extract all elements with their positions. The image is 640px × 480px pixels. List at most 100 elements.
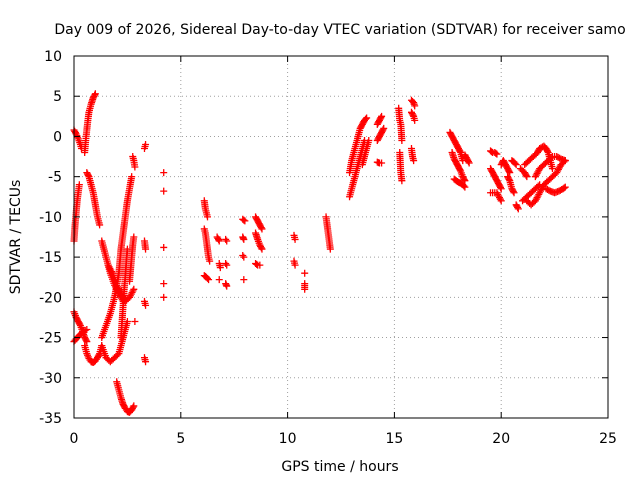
data-point	[240, 235, 248, 243]
data-point	[523, 173, 531, 181]
data-point	[460, 182, 468, 190]
x-tick-label: 25	[599, 431, 617, 447]
data-point	[510, 189, 518, 197]
data-point	[505, 167, 513, 175]
data-point	[460, 175, 468, 183]
data-point	[83, 350, 91, 358]
y-axis-label: SDTVAR / TECUs	[8, 180, 24, 295]
data-point	[301, 269, 309, 277]
y-tick-label: -5	[48, 170, 62, 186]
data-point	[461, 177, 469, 185]
data-point	[206, 257, 214, 265]
y-tick-label: -20	[39, 290, 62, 306]
data-point	[130, 233, 138, 241]
data-point	[492, 149, 500, 157]
data-point	[241, 217, 249, 225]
data-point	[506, 169, 514, 177]
data-point	[91, 90, 99, 98]
data-point	[505, 175, 513, 183]
data-point	[509, 187, 517, 195]
data-point	[84, 171, 92, 179]
data-point	[258, 245, 266, 253]
data-point	[365, 136, 373, 144]
data-point	[488, 148, 496, 156]
data-point	[223, 237, 231, 245]
data-point	[160, 293, 168, 301]
data-point	[142, 301, 150, 309]
data-point	[240, 276, 248, 284]
data-point	[130, 285, 138, 293]
data-point	[91, 91, 99, 99]
data-point	[240, 253, 248, 261]
data-point	[129, 287, 137, 295]
data-point	[291, 235, 299, 243]
data-point	[497, 197, 505, 205]
data-point	[130, 402, 138, 410]
data-point	[377, 114, 385, 122]
data-point	[411, 116, 419, 124]
x-tick-label: 15	[385, 431, 403, 447]
grid-lines	[74, 56, 608, 418]
data-point	[257, 224, 265, 232]
data-point	[496, 183, 504, 191]
data-point	[326, 245, 334, 253]
data-point	[80, 327, 88, 335]
data-point	[96, 221, 104, 229]
data-point	[74, 133, 82, 141]
data-point	[409, 111, 417, 119]
data-point	[398, 136, 406, 144]
data-point	[256, 261, 264, 269]
data-point	[514, 204, 522, 212]
data-point	[142, 140, 150, 148]
data-point	[204, 213, 211, 221]
data-point	[362, 115, 370, 123]
data-point	[215, 236, 223, 244]
data-point	[410, 157, 418, 165]
data-point	[76, 320, 84, 328]
x-axis-label: GPS time / hours	[281, 459, 398, 475]
data-point	[465, 159, 473, 167]
data-point	[512, 161, 520, 169]
data-point	[497, 185, 505, 193]
data-point	[291, 261, 299, 269]
data-point	[239, 252, 247, 260]
data-point	[511, 159, 519, 167]
chart-title: Day 009 of 2026, Sidereal Day-to-day VTE…	[54, 22, 625, 38]
data-point	[205, 276, 213, 284]
data-point	[257, 244, 265, 252]
data-point	[378, 159, 386, 167]
data-point	[380, 124, 388, 132]
y-tick-label: -30	[39, 371, 62, 387]
y-tick-label: -15	[39, 250, 62, 266]
data-point	[75, 181, 83, 189]
x-tick-label: 20	[492, 431, 510, 447]
data-point	[83, 338, 91, 346]
plot-frame	[73, 55, 609, 419]
data-point	[83, 326, 91, 334]
y-tick-label: -10	[39, 210, 62, 226]
y-tick-label: -35	[39, 411, 62, 427]
data-point	[548, 165, 556, 173]
data-point	[253, 260, 261, 268]
data-point	[363, 114, 371, 122]
data-point	[464, 158, 472, 166]
data-point	[561, 157, 569, 165]
data-point	[398, 177, 406, 185]
y-tick-label: 0	[53, 129, 62, 145]
data-point	[547, 154, 555, 162]
data-point	[543, 147, 551, 155]
data-point	[456, 166, 464, 174]
data-point	[95, 351, 103, 359]
y-tick-label: 5	[53, 89, 62, 105]
data-points	[70, 90, 569, 416]
data-point	[301, 285, 309, 293]
data-point	[73, 132, 81, 140]
y-tick-label: -25	[39, 331, 62, 347]
data-point	[522, 171, 530, 179]
data-point	[378, 112, 386, 120]
data-point	[204, 274, 211, 282]
data-point	[108, 268, 116, 276]
data-point	[216, 264, 224, 272]
data-point	[456, 147, 464, 155]
